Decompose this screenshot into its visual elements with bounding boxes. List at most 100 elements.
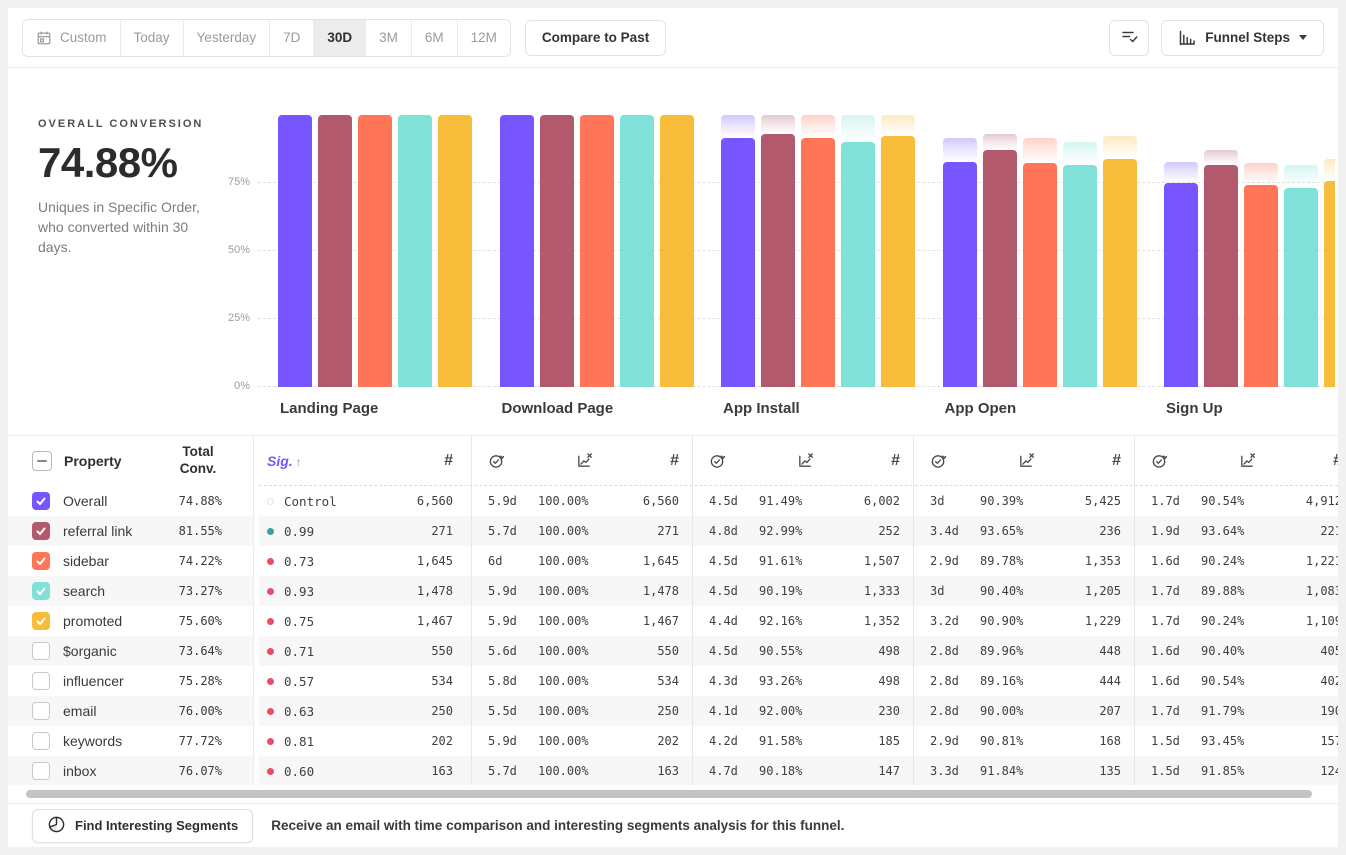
property-checkbox-inbox[interactable] <box>32 762 50 780</box>
list-check-icon <box>1120 27 1138 48</box>
sig-value: 0.75 <box>284 613 315 629</box>
horizontal-scrollbar-thumb[interactable] <box>26 790 1312 798</box>
bar-sidebar-sign-up[interactable] <box>1244 185 1278 387</box>
step5-cells: 1.7d 91.79% 190 <box>1135 696 1338 726</box>
stopwatch-check-icon[interactable] <box>1151 452 1201 469</box>
property-row-influencer[interactable]: influencer 75.28% <box>8 666 253 696</box>
bar-promoted-landing-page[interactable] <box>438 115 472 387</box>
date-range-today[interactable]: Today <box>120 19 184 56</box>
property-checkbox--organic[interactable] <box>32 642 50 660</box>
table-scroll-area[interactable]: Sig.↑ # # # # # Control 6,560 5.9d 100.00% 6,560 4… <box>259 436 1338 785</box>
count-column-header[interactable]: # <box>670 451 679 469</box>
chart-x-icon[interactable] <box>759 452 851 469</box>
chart-x-icon[interactable] <box>1201 452 1293 469</box>
step1-cells: 0.73 1,645 <box>259 546 472 576</box>
stopwatch-check-icon[interactable] <box>930 452 980 469</box>
conversion-rate: 92.16% <box>759 614 803 628</box>
date-range-6m[interactable]: 6M <box>411 19 458 56</box>
step2-cells: 5.9d 100.00% 1,478 <box>472 576 693 606</box>
count-column-header[interactable]: # <box>1112 451 1121 469</box>
bar-search-app-install[interactable] <box>841 141 875 387</box>
bar-overall-app-install[interactable] <box>721 138 755 387</box>
bar-search-download-page[interactable] <box>619 115 654 387</box>
bar-referral-link-download-page[interactable] <box>539 115 574 387</box>
select-all-checkbox[interactable] <box>32 451 52 471</box>
property-checkbox-referral-link[interactable] <box>32 522 50 540</box>
bar-sidebar-app-open[interactable] <box>1022 163 1057 387</box>
bar-sidebar-landing-page[interactable] <box>358 115 392 387</box>
time-to-convert: 3d <box>930 584 945 598</box>
bar-referral-link-landing-page[interactable] <box>318 115 352 387</box>
property-row-keywords[interactable]: keywords 77.72% <box>8 726 253 756</box>
property-checkbox-keywords[interactable] <box>32 732 50 750</box>
conversion-rate: 100.00% <box>538 554 589 568</box>
property-checkbox-search[interactable] <box>32 582 50 600</box>
sig-value: 0.71 <box>284 643 315 659</box>
property-row-referral-link[interactable]: referral link 81.55% <box>8 516 253 546</box>
compare-to-past-button[interactable]: Compare to Past <box>524 19 667 56</box>
property-row-inbox[interactable]: inbox 76.07% <box>8 756 253 786</box>
bar-promoted-sign-up[interactable] <box>1324 181 1335 387</box>
sig-dot-negative <box>267 737 274 745</box>
stopwatch-check-icon[interactable] <box>488 452 538 469</box>
sig-sort-header[interactable]: Sig. ↑ <box>267 452 302 469</box>
chart-x-icon[interactable] <box>980 452 1072 469</box>
bar-search-landing-page[interactable] <box>398 115 432 387</box>
bar-overall-app-open[interactable] <box>942 162 977 387</box>
bar-group-app-open <box>942 115 1137 387</box>
bar-referral-link-app-open[interactable] <box>982 150 1017 387</box>
date-range-12m[interactable]: 12M <box>457 19 510 56</box>
date-range-3m[interactable]: 3M <box>366 19 412 56</box>
step-count: 1,352 <box>863 614 900 628</box>
chart-type-dropdown[interactable]: Funnel Steps <box>1161 19 1324 56</box>
bar-promoted-download-page[interactable] <box>659 115 694 387</box>
date-range-30d[interactable]: 30D <box>314 19 367 56</box>
bar-search-app-open[interactable] <box>1062 165 1097 387</box>
bar-overall-sign-up[interactable] <box>1164 183 1198 387</box>
find-interesting-segments-button[interactable]: Find Interesting Segments <box>32 808 254 843</box>
property-checkbox-sidebar[interactable] <box>32 552 50 570</box>
sig-dot-negative <box>267 677 274 685</box>
bar-overall-download-page[interactable] <box>499 115 534 387</box>
conversion-rate: 90.54% <box>1201 494 1245 508</box>
property-row-email[interactable]: email 76.00% <box>8 696 253 726</box>
property-row--organic[interactable]: $organic 73.64% <box>8 636 253 666</box>
count-column-header[interactable]: # <box>1293 452 1338 470</box>
step4-cells: 3d 90.39% 5,425 <box>914 486 1135 516</box>
bar-slot <box>1204 115 1238 387</box>
bar-sidebar-app-install[interactable] <box>801 137 835 387</box>
count-column-header[interactable]: # <box>444 451 453 469</box>
property-checkbox-overall[interactable] <box>32 492 50 510</box>
date-range-custom[interactable]: Custom <box>23 19 121 56</box>
bar-promoted-app-open[interactable] <box>1102 159 1137 387</box>
bar-referral-link-sign-up[interactable] <box>1204 165 1238 387</box>
property-checkbox-influencer[interactable] <box>32 672 50 690</box>
conversion-rate: 90.40% <box>1201 644 1245 658</box>
property-row-sidebar[interactable]: sidebar 74.22% <box>8 546 253 576</box>
conversion-rate: 100.00% <box>538 524 589 538</box>
date-range-7d[interactable]: 7D <box>270 19 315 56</box>
bar-overall-landing-page[interactable] <box>278 115 312 387</box>
property-label: referral link <box>63 523 133 539</box>
property-checkbox-promoted[interactable] <box>32 612 50 630</box>
property-row-overall[interactable]: Overall 74.88% <box>8 486 253 516</box>
table-row-promoted: 0.75 1,467 5.9d 100.00% 1,467 4.4d 92.16% 1,352… <box>259 606 1338 636</box>
bar-sidebar-download-page[interactable] <box>579 115 614 387</box>
count-column-header[interactable]: # <box>891 451 900 469</box>
date-range-yesterday[interactable]: Yesterday <box>183 19 271 56</box>
step-count: 534 <box>657 674 679 688</box>
step3-cells: 4.7d 90.18% 147 <box>693 756 914 785</box>
chart-x-icon[interactable] <box>538 452 630 469</box>
bar-search-sign-up[interactable] <box>1284 187 1318 387</box>
step-count: 550 <box>657 644 679 658</box>
property-checkbox-email[interactable] <box>32 702 50 720</box>
bar-referral-link-app-install[interactable] <box>761 134 795 387</box>
table-row-overall: Control 6,560 5.9d 100.00% 6,560 4.5d 91.49% 6,… <box>259 486 1338 516</box>
property-label: $organic <box>63 643 117 659</box>
bar-promoted-app-install[interactable] <box>881 136 915 387</box>
property-row-search[interactable]: search 73.27% <box>8 576 253 606</box>
stopwatch-check-icon[interactable] <box>709 452 759 469</box>
step-label-app-open: App Open <box>944 400 1017 417</box>
property-row-promoted[interactable]: promoted 75.60% <box>8 606 253 636</box>
metric-list-button[interactable] <box>1109 19 1150 56</box>
